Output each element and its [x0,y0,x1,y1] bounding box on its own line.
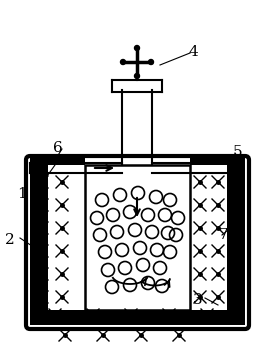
FancyBboxPatch shape [26,156,249,329]
Text: 1: 1 [17,187,27,201]
Bar [30,160,48,310]
Circle shape [120,60,125,65]
Bar [227,160,245,310]
Text: 4: 4 [188,45,198,59]
Circle shape [149,60,153,65]
Circle shape [134,74,140,78]
Circle shape [134,45,140,51]
Text: 3: 3 [193,293,203,307]
Text: 6: 6 [53,141,63,155]
Text: 5: 5 [233,145,243,159]
Bar [190,157,245,165]
Bar [30,157,85,165]
FancyBboxPatch shape [85,165,190,310]
Text: 2: 2 [5,233,15,247]
Bar [30,310,245,325]
Text: 7: 7 [219,228,229,242]
